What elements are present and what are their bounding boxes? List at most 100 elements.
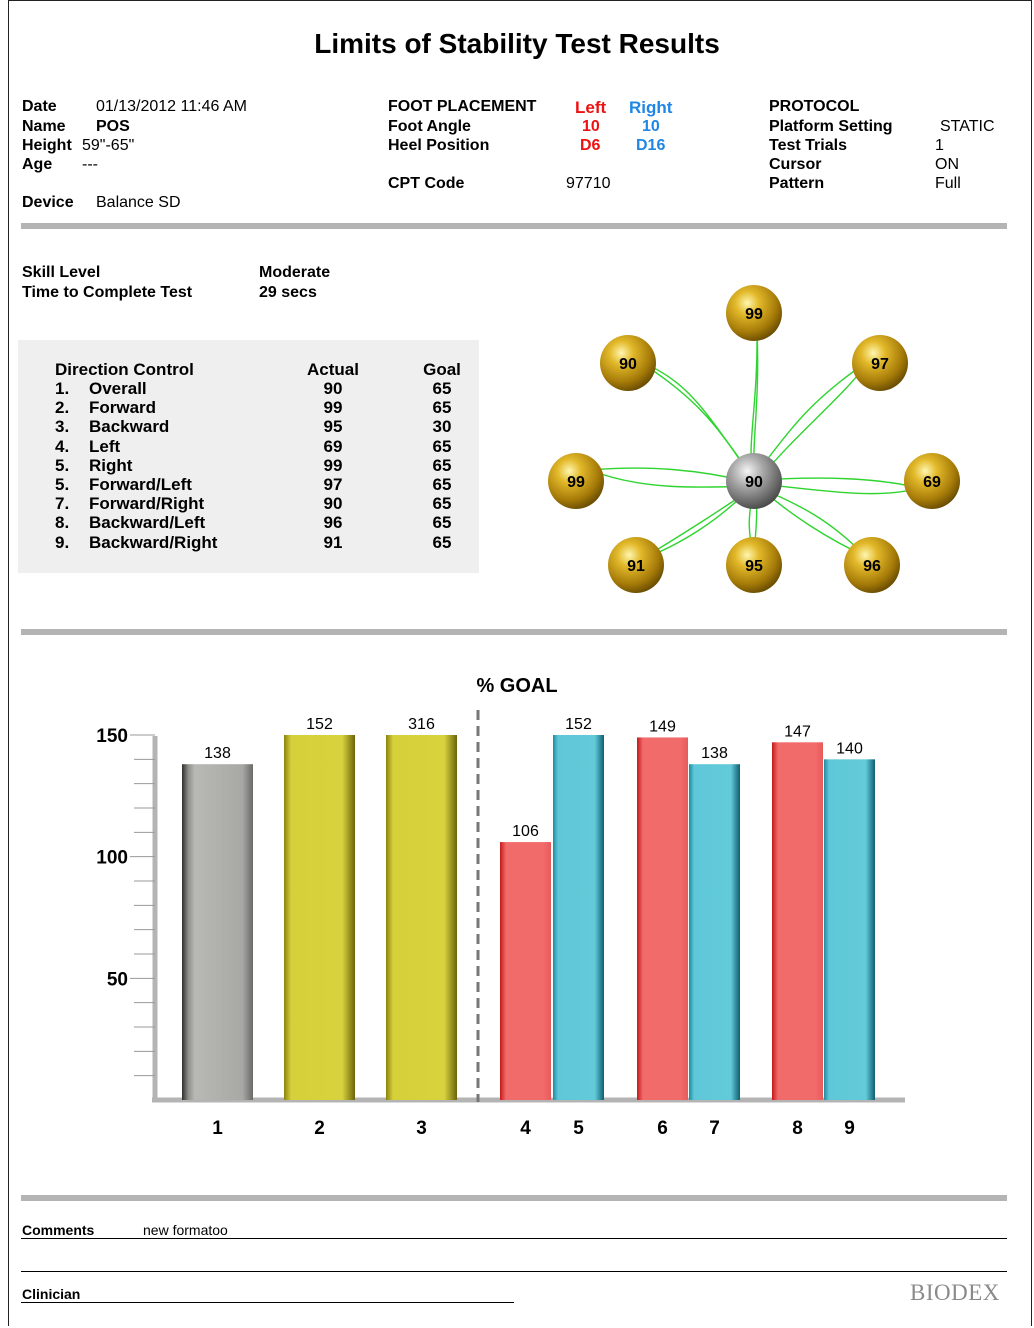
target-top-value: 99 (745, 306, 763, 323)
cursor-label: Cursor (769, 156, 822, 173)
col-actual: Actual (307, 360, 359, 379)
col-goal: Goal (423, 360, 461, 379)
x-category-label: 9 (844, 1118, 855, 1139)
target-bottom-value: 95 (745, 558, 763, 575)
bar-value-label: 106 (512, 823, 539, 840)
comments-value: new formatoo (143, 1222, 228, 1238)
name-value: POS (96, 118, 130, 135)
x-category-label: 5 (573, 1118, 584, 1139)
target-top-right-value: 97 (871, 356, 889, 373)
heel-position-label: Heel Position (388, 137, 490, 154)
target-bottom-right: 96 (844, 537, 900, 593)
device-label: Device (22, 194, 74, 211)
row-number: 9. (55, 532, 70, 552)
row-number: 4. (55, 436, 70, 456)
row-number: 8. (55, 513, 70, 533)
row-direction: Right (89, 455, 133, 475)
biodex-logo: BIODEX (910, 1280, 1000, 1305)
cursor-value: ON (935, 156, 959, 173)
target-top: 99 (726, 285, 782, 341)
time-label: Time to Complete Test (22, 284, 193, 301)
x-category-label: 2 (314, 1118, 325, 1139)
page-title: Limits of Stability Test Results (314, 28, 720, 59)
bar-value-label: 140 (836, 740, 863, 757)
clinician-signature-line (21, 1302, 514, 1303)
row-actual: 96 (323, 513, 343, 533)
row-direction: Forward/Right (89, 494, 205, 514)
x-category-label: 1 (212, 1118, 223, 1139)
col-direction: Direction Control (55, 360, 194, 379)
age-value: --- (82, 156, 98, 173)
heel-left: D6 (580, 137, 601, 154)
row-direction: Forward/Left (89, 475, 192, 494)
row-actual: 69 (323, 436, 343, 456)
heel-right: D16 (636, 137, 666, 154)
target-center-value: 90 (745, 474, 763, 491)
bar-value-label: 149 (649, 718, 676, 735)
y-tick-label: 150 (96, 726, 128, 747)
row-actual: 90 (323, 494, 343, 514)
row-actual: 91 (323, 532, 343, 552)
platform-label: Platform Setting (769, 118, 893, 135)
row-goal: 65 (432, 379, 452, 398)
comments-label: Comments (22, 1222, 95, 1238)
bar-value-label: 152 (565, 716, 592, 733)
height-label: Height (22, 137, 72, 154)
bar-3 (386, 735, 457, 1100)
bar-1 (182, 764, 253, 1100)
row-number: 7. (55, 494, 70, 514)
skill-value: Moderate (259, 264, 331, 281)
row-goal: 65 (432, 475, 452, 494)
row-number: 1. (55, 379, 70, 398)
y-tick-label: 100 (96, 848, 128, 869)
row-actual: 97 (323, 475, 343, 494)
x-category-label: 6 (657, 1118, 668, 1139)
bar-4 (500, 842, 551, 1100)
right-label: Right (629, 98, 673, 117)
cpt-value: 97710 (566, 175, 611, 192)
platform-value: STATIC (940, 118, 995, 135)
target-center: 90 (726, 453, 782, 509)
row-number: 5. (55, 475, 70, 494)
target-left: 99 (548, 453, 604, 509)
y-tick-label: 50 (107, 969, 128, 990)
bar-9 (824, 759, 875, 1100)
protocol-label: PROTOCOL (769, 98, 860, 115)
row-direction: Forward (89, 398, 157, 418)
target-top-right: 97 (852, 335, 908, 391)
time-value: 29 secs (259, 284, 317, 301)
foot-angle-left: 10 (582, 118, 600, 135)
pattern-label: Pattern (769, 175, 825, 192)
name-label: Name (22, 118, 66, 135)
bar-2 (284, 735, 355, 1100)
divider-2 (21, 629, 1007, 635)
row-goal: 65 (432, 436, 452, 456)
row-number: 2. (55, 398, 70, 418)
row-goal: 65 (432, 455, 452, 475)
target-bottom: 95 (726, 537, 782, 593)
cpt-label: CPT Code (388, 175, 465, 192)
row-goal: 65 (432, 513, 452, 533)
trials-label: Test Trials (769, 137, 847, 154)
date-value: 01/13/2012 11:46 AM (96, 98, 247, 115)
stability-target-diagram: 99 90 97 99 69 91 95 96 90 (548, 285, 960, 593)
row-direction: Overall (89, 379, 147, 398)
pattern-value: Full (935, 175, 961, 192)
row-actual: 99 (323, 398, 343, 418)
foot-placement-label: FOOT PLACEMENT (388, 98, 537, 115)
target-bottom-left-value: 91 (627, 558, 645, 575)
row-goal: 65 (432, 532, 452, 552)
bar-value-label: 138 (204, 745, 231, 762)
x-category-label: 3 (416, 1118, 427, 1139)
target-top-left: 90 (600, 335, 656, 391)
goal-bar-chart: % GOAL 150 100 50 138 1 152 2 316 3 106 4 152 5 149 6… (96, 675, 905, 1139)
comments-line (21, 1238, 1007, 1239)
row-actual: 90 (323, 379, 343, 398)
direction-table (18, 340, 479, 573)
bar-value-label: 147 (784, 723, 811, 740)
target-top-left-value: 90 (619, 356, 637, 373)
bar-value-label: 138 (701, 745, 728, 762)
target-right-value: 69 (923, 474, 941, 491)
age-label: Age (22, 156, 53, 173)
row-number: 3. (55, 417, 70, 437)
